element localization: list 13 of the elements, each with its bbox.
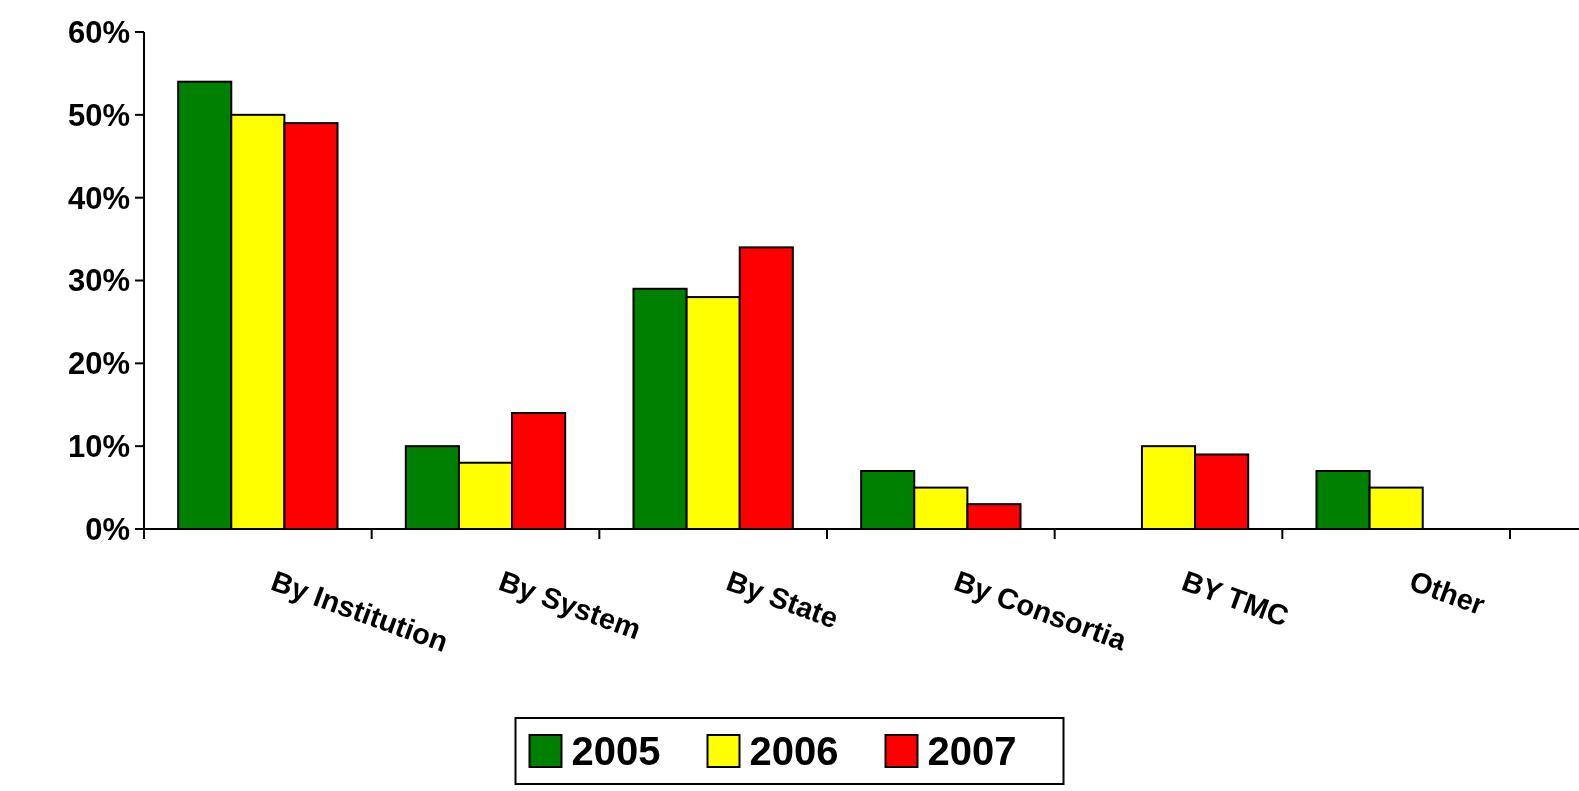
legend-label: 2006 bbox=[749, 729, 839, 773]
y-tick-label: 30% bbox=[67, 263, 130, 299]
legend-label: 2007 bbox=[927, 729, 1017, 773]
x-tick-label: Other bbox=[1405, 564, 1490, 622]
x-tick-label: By State bbox=[722, 564, 843, 635]
y-tick-label: 60% bbox=[67, 14, 130, 50]
y-tick-label: 20% bbox=[67, 346, 130, 382]
legend-label: 2005 bbox=[571, 729, 661, 773]
x-tick-label: BY TMC bbox=[1177, 564, 1293, 633]
y-tick-label: 0% bbox=[85, 511, 130, 547]
y-tick-label: 50% bbox=[67, 97, 130, 133]
y-tick-label: 40% bbox=[67, 180, 130, 216]
y-tick-label: 10% bbox=[67, 429, 130, 465]
